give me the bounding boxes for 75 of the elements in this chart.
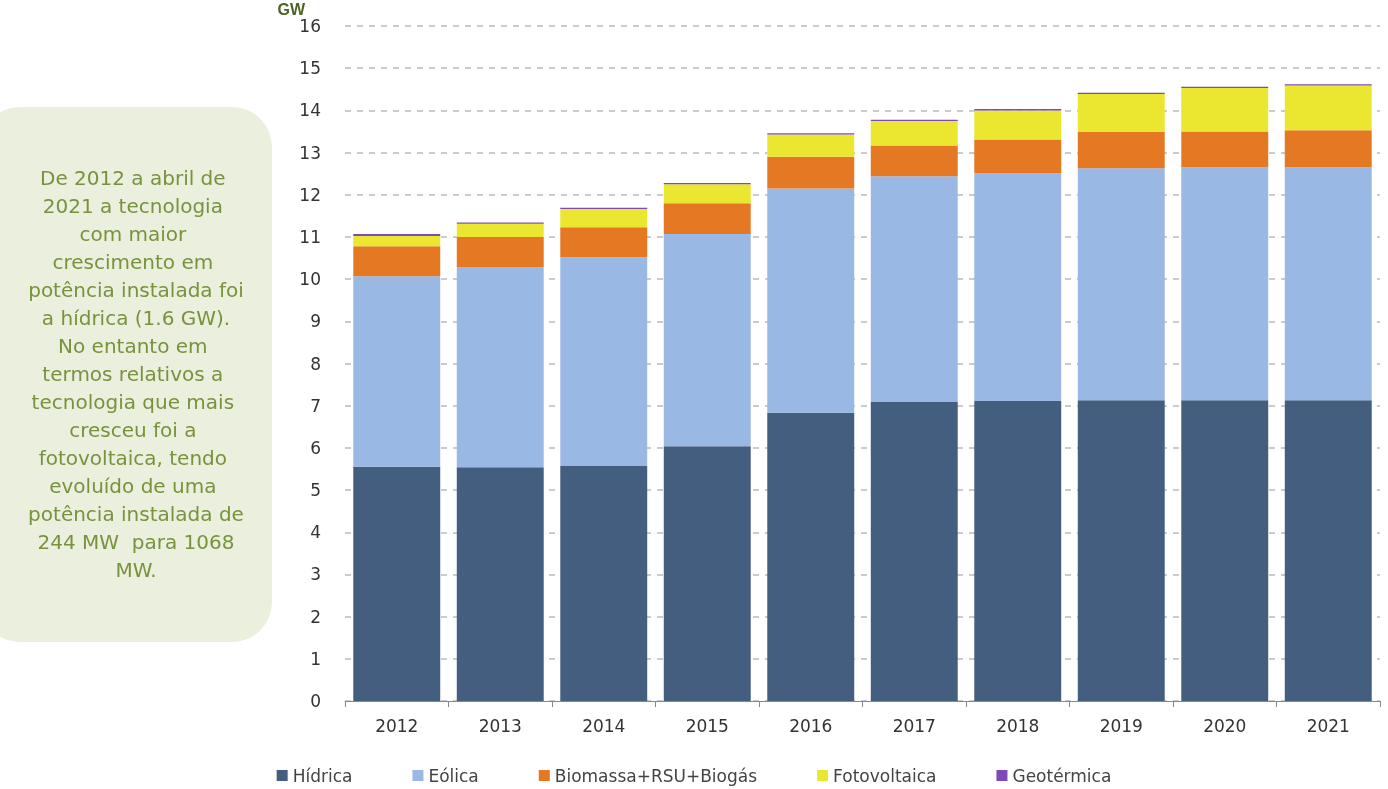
y-tick-label: 4 — [310, 522, 321, 543]
y-tick-label: 2 — [310, 606, 321, 627]
bar — [456, 223, 544, 237]
legend-label: Geotérmica — [1012, 765, 1112, 786]
bar — [353, 466, 441, 701]
bar — [1284, 167, 1372, 401]
bar — [1284, 400, 1372, 701]
y-tick-label: 13 — [299, 142, 321, 163]
bar — [663, 233, 751, 447]
x-tick-label: 2021 — [1306, 715, 1350, 736]
y-tick-label: 5 — [310, 480, 321, 501]
bar — [663, 184, 751, 204]
bar — [870, 401, 958, 701]
bar — [353, 233, 441, 237]
bar — [1284, 85, 1372, 131]
bar — [870, 176, 958, 402]
y-tick-label: 16 — [299, 16, 321, 36]
y-tick-label: 14 — [299, 100, 321, 121]
y-tick-label: 11 — [299, 226, 321, 247]
y-tick-label: 6 — [310, 437, 321, 458]
bar — [767, 134, 855, 157]
bar — [767, 188, 855, 413]
bar — [974, 110, 1062, 140]
y-tick-label: 9 — [310, 311, 321, 332]
x-tick-label: 2014 — [582, 715, 626, 736]
legend-label: Eólica — [428, 765, 479, 786]
bar — [1181, 167, 1269, 401]
bar — [456, 266, 544, 468]
bar — [870, 120, 958, 146]
bar — [1181, 88, 1269, 132]
y-tick-label: 10 — [299, 269, 321, 290]
bar — [1181, 400, 1269, 701]
x-tick-label: 2013 — [478, 715, 522, 736]
bar — [1077, 131, 1165, 169]
bar — [560, 466, 648, 701]
bar — [1077, 93, 1165, 132]
x-tick-label: 2016 — [789, 715, 833, 736]
bar — [767, 156, 855, 189]
bar — [974, 139, 1062, 174]
bar — [353, 246, 441, 277]
bar — [1181, 131, 1269, 168]
legend-label: Biomassa+RSU+Biogás — [554, 765, 758, 786]
y-tick-label: 0 — [310, 691, 321, 711]
bar — [353, 236, 441, 247]
legend-label: Hídrica — [292, 765, 353, 786]
y-tick-label: 8 — [310, 353, 321, 374]
bar — [560, 257, 648, 467]
bar — [974, 401, 1062, 701]
bar — [1077, 168, 1165, 401]
legend-label: Fotovoltaica — [833, 765, 937, 786]
x-tick-label: 2020 — [1203, 715, 1247, 736]
text: De 2012 a abril de 2021 a tecnologia com maior crescimento em potência instalada foi a hídrica (1.6 GW). No entanto em termos relativos a tecnologia que mais cresceu foi a fotovoltaica, tendo evoluído de uma potência instalada de 244 MW para 1068 MW. — [28, 166, 244, 582]
x-tick-label: 2018 — [996, 715, 1040, 736]
x-tick-label: 2015 — [685, 715, 729, 736]
y-tick-label: 1 — [310, 648, 321, 669]
y-axis-title: GW — [277, 1, 306, 19]
bar — [974, 173, 1062, 402]
bar — [663, 203, 751, 234]
bar — [560, 209, 648, 228]
x-tick-label: 2019 — [1099, 715, 1143, 736]
bar — [560, 227, 648, 258]
bar — [663, 446, 751, 701]
y-tick-label: 3 — [310, 564, 321, 585]
bar — [456, 236, 544, 267]
y-tick-label: 15 — [299, 58, 321, 79]
y-tick-label: 7 — [310, 395, 321, 416]
bar — [456, 467, 544, 701]
bar — [1284, 130, 1372, 168]
bar — [767, 412, 855, 701]
x-tick-label: 2012 — [375, 715, 419, 736]
bar — [353, 276, 441, 467]
y-tick-label: 12 — [299, 184, 321, 205]
bar — [870, 145, 958, 177]
x-tick-label: 2017 — [892, 715, 936, 736]
bar — [1077, 400, 1165, 701]
